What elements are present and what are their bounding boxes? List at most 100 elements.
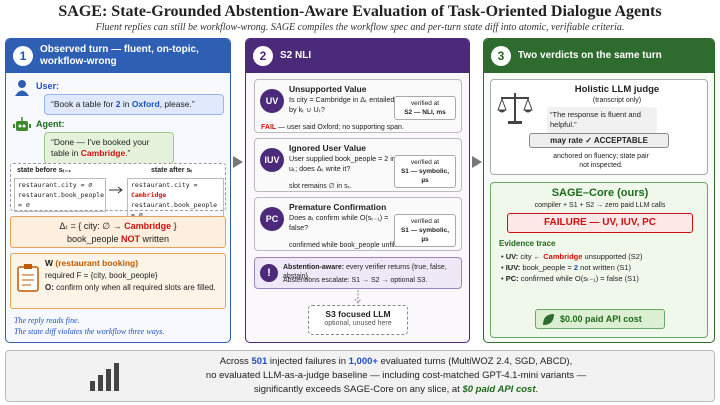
text: optional, unused here: [324, 320, 392, 327]
text: verified at: [410, 218, 440, 225]
escalate-text: Abstentions escalate: S1 → S2 → optional…: [283, 277, 428, 284]
judge-box: Holistic LLM judge (transcript only) “Th…: [490, 79, 708, 175]
text: verified at: [410, 100, 440, 107]
text: Cambridge: [124, 221, 172, 231]
text: (restaurant booking): [55, 258, 139, 268]
text: no evaluated LLM-as-a-judge baseline — i…: [205, 370, 587, 381]
text: }: [171, 221, 177, 231]
card-verdict: slot remains ∅ in sₜ.: [289, 183, 352, 190]
text: restaurant.book_people = ∅: [131, 201, 218, 219]
text: 2: [573, 263, 579, 272]
abstention-box: ! Abstention-aware: every verifier retur…: [254, 257, 462, 289]
text: restaurant.book_people = ∅: [18, 191, 105, 209]
cost-box: $0.00 paid API cost: [535, 309, 665, 329]
text: 501: [251, 356, 268, 367]
user-icon: [15, 80, 29, 96]
card-title: Ignored User Value: [289, 143, 366, 153]
flow-arrow: [472, 156, 482, 168]
text: S3 focused LLM: [325, 309, 391, 319]
panel-header: 3 Two verdicts on the same turn: [484, 39, 714, 73]
text: Δₜ = { city: ∅ →: [59, 221, 125, 231]
text: Cambridge: [80, 148, 126, 158]
state-box: state before sₜ₋₁ state after sₜ restaur…: [10, 163, 226, 222]
panel-number: 2: [253, 46, 273, 66]
text: Evidence trace: [499, 239, 556, 248]
workflow-box: W (restaurant booking) required F = {cit…: [10, 253, 226, 309]
verified-box: verified at S1 — symbolic, µs: [394, 155, 456, 188]
text: Abstention-aware:: [283, 264, 345, 271]
text: S1 — symbolic, µs: [400, 227, 450, 243]
text: UV:: [505, 252, 519, 261]
text: , please.”: [159, 99, 195, 109]
panel-title: S2 NLI: [280, 50, 312, 61]
flow-arrow: [233, 156, 243, 168]
workflow-obligation: O: confirm only when all required slots …: [45, 283, 221, 293]
judge-quote: “The response is fluent and helpful.”: [547, 107, 657, 133]
text: S2 — NLI, ms: [404, 109, 446, 116]
text: city ←: [518, 252, 544, 261]
alert-icon: !: [260, 264, 278, 282]
badge: UV: [260, 89, 284, 113]
text: FAIL: [261, 124, 277, 131]
state-before-label: state before sₜ₋₁: [17, 167, 72, 174]
text: significantly exceeds SAGE-Core on any s…: [253, 384, 463, 395]
user-label: User:: [36, 81, 60, 91]
leaf-icon: [543, 314, 554, 325]
agent-label: Agent:: [36, 119, 65, 129]
badge: IUV: [260, 148, 284, 172]
text: “Done — I've booked your table in: [51, 137, 150, 158]
bar-icon: [90, 363, 119, 391]
text: book_people =: [520, 263, 574, 272]
text: compiler + S1 + S2 → zero paid LLM calls: [534, 202, 666, 209]
judge-note: anchored on fluency; state pair not insp…: [553, 153, 649, 169]
text: confirm only when all required slots are…: [53, 283, 216, 292]
panel-header: 1 Observed turn — fluent, on-topic, workf…: [6, 39, 230, 73]
text: 1,000+: [348, 356, 378, 367]
text: Holistic LLM judge: [574, 84, 660, 95]
text: injected failures in: [267, 356, 349, 367]
panel-header: 2 S2 NLI: [246, 39, 469, 73]
text: unsupported (S2): [582, 252, 643, 261]
text: “Book a table for: [51, 99, 116, 109]
text: .”: [125, 148, 131, 158]
text: written: [140, 234, 170, 244]
subtitle: Fluent replies can still be workflow-wro…: [95, 22, 625, 33]
text: S1 — symbolic, µs: [400, 168, 450, 184]
text: restaurant.city = ∅: [18, 181, 93, 189]
state-before: restaurant.city = ∅ restaurant.book_peopl…: [14, 178, 106, 212]
panel-number: 3: [491, 46, 511, 66]
text: 2: [115, 99, 121, 109]
panel-number: 1: [13, 46, 33, 66]
text: NOT: [121, 234, 141, 244]
text: $0.00 paid API cost: [560, 314, 642, 324]
criterion-card: IUV Ignored User Value User supplied boo…: [254, 138, 462, 192]
badge: PC: [260, 207, 284, 231]
text: evaluated turns (MultiWOZ 2.4, SGD, ABCD…: [377, 356, 573, 367]
text: confirmed while O(sₜ₋₁) = false (S1): [518, 274, 639, 283]
text: Cambridge: [543, 252, 583, 261]
text: IUV:: [505, 263, 521, 272]
scales-icon: [497, 93, 533, 124]
text: Oxford: [131, 99, 160, 109]
text: (transcript only): [592, 97, 642, 104]
agent-icon: [13, 117, 31, 131]
title: SAGE: State-Grounded Abstention-Aware Ev…: [58, 3, 662, 20]
user-message: “Book a table for 2 in Oxford, please.”: [44, 94, 224, 115]
panel-footer: The reply reads fine. The state diff viol…: [14, 315, 164, 337]
text: Across: [219, 356, 252, 367]
text: restaurant.city =: [131, 181, 198, 189]
text: SAGE–Core (ours): [551, 187, 649, 199]
text: PC:: [505, 274, 519, 283]
text: book_people: [66, 234, 122, 244]
card-title: Premature Confirmation: [289, 202, 387, 212]
agent-message: “Done — I've booked your table in Cambri…: [44, 132, 174, 164]
summary-text: Across 501 injected failures in 1,000+ e…: [126, 355, 666, 397]
text: O:: [45, 283, 54, 292]
text: in: [120, 99, 132, 109]
card-verdict: confirmed while book_people unfilled.: [289, 242, 406, 249]
card-question: User supplied book_people = 2 in uₜ; doe…: [289, 154, 396, 173]
card-question: Is city = Cambridge in Δₜ entailed by kₜ…: [289, 95, 395, 114]
card-title: Unsupported Value: [289, 84, 367, 94]
panel-title: Two verdicts on the same turn: [518, 50, 662, 61]
text: The reply reads fine.: [14, 316, 80, 325]
